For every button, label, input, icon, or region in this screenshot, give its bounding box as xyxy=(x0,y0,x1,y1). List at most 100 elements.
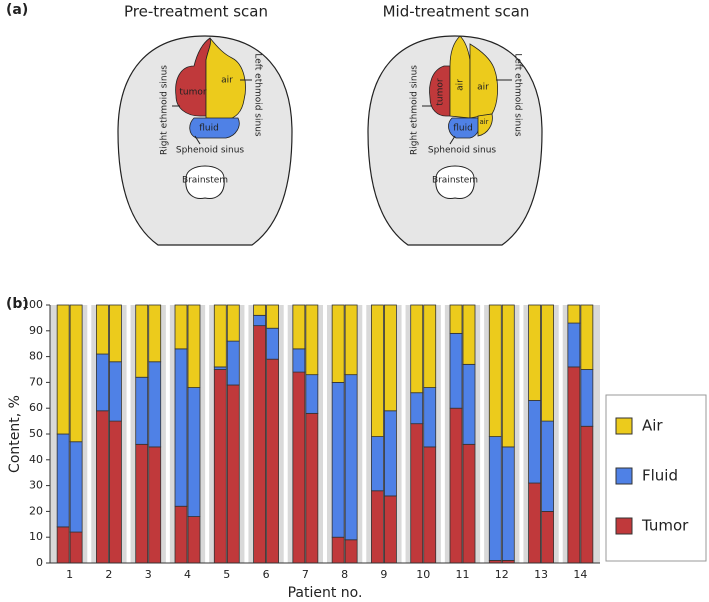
bar-segment xyxy=(344,304,358,376)
region-label: fluid xyxy=(453,124,473,134)
legend-swatch xyxy=(615,517,633,535)
bar-segment xyxy=(109,304,122,363)
air-region xyxy=(449,35,471,119)
bar-segment xyxy=(449,304,463,334)
x-tick-label: 3 xyxy=(145,568,152,581)
anatomy-label: Right ethmoid sinus xyxy=(410,65,420,155)
scan-title: Mid-treatment scan xyxy=(383,3,530,21)
bar-segment xyxy=(488,304,502,437)
x-tick-label: 4 xyxy=(184,568,191,581)
bar-segment xyxy=(462,363,476,445)
bar-segment xyxy=(567,304,581,324)
anatomy-label: Brainstem xyxy=(182,176,228,186)
bar-segment xyxy=(226,384,240,564)
bar-segment xyxy=(528,482,541,564)
bar-segment xyxy=(384,410,397,497)
bar-segment xyxy=(135,376,149,445)
region-label: tumor xyxy=(436,78,446,106)
region-label: fluid xyxy=(199,124,219,134)
bar-segment xyxy=(187,304,201,388)
bar-segment xyxy=(331,304,345,383)
bar-segment xyxy=(213,304,227,368)
panel-label: (b) xyxy=(6,296,29,312)
bar-segment xyxy=(528,304,541,401)
y-tick-label: 30 xyxy=(29,479,43,492)
band-separator xyxy=(126,305,131,563)
anatomy-label: Left ethmoid sinus xyxy=(513,53,523,137)
fluid-region xyxy=(189,117,240,139)
y-tick-label: 0 xyxy=(36,556,43,569)
legend-label: Fluid xyxy=(642,467,678,485)
bar-segment xyxy=(69,441,83,533)
band-separator xyxy=(362,305,367,563)
bar-segment xyxy=(109,361,122,422)
bar-segment xyxy=(371,304,384,437)
bar-segment xyxy=(56,433,70,528)
bar-segment xyxy=(580,369,594,427)
scan-mid: Mid-treatment scan tumor air air fluid a… xyxy=(367,3,543,246)
bar-segment xyxy=(69,304,83,443)
anatomy-label: Brainstem xyxy=(432,176,478,186)
bar-segment xyxy=(213,369,227,564)
bar-segment xyxy=(226,304,240,342)
air-region xyxy=(205,37,246,121)
bar-segment xyxy=(541,420,554,512)
bar-segment xyxy=(501,304,515,448)
bar-segment xyxy=(410,304,424,394)
legend-label: Air xyxy=(642,417,663,435)
bar-segment xyxy=(174,505,188,564)
bar-segment xyxy=(462,304,476,365)
bar-segment xyxy=(371,436,384,492)
bar-segment xyxy=(266,304,279,329)
bar-segment xyxy=(567,366,581,564)
x-tick-label: 9 xyxy=(380,568,387,581)
y-tick-label: 50 xyxy=(29,427,43,440)
band-separator xyxy=(205,305,210,563)
anatomy-label: Left ethmoid sinus xyxy=(253,53,263,137)
bar-segment xyxy=(148,304,162,363)
band-separator xyxy=(244,305,249,563)
bar-segment xyxy=(253,314,266,327)
bar-segment xyxy=(187,516,201,564)
region-label: air xyxy=(456,79,466,91)
bar-segment xyxy=(488,436,502,561)
x-tick-label: 1 xyxy=(66,568,73,581)
x-tick-label: 10 xyxy=(416,568,430,581)
bar-segment xyxy=(410,392,424,425)
bar-segment xyxy=(135,304,149,378)
bar-segment xyxy=(567,322,581,368)
x-tick-label: 12 xyxy=(495,568,509,581)
bar-segment xyxy=(96,353,109,412)
band-separator xyxy=(401,305,406,563)
y-tick-label: 70 xyxy=(29,375,43,388)
bar-segment xyxy=(371,490,384,564)
bar-segment xyxy=(305,374,319,414)
brainstem xyxy=(185,165,225,199)
bar-segment xyxy=(462,443,476,564)
bar-segment xyxy=(501,446,515,561)
y-tick-label: 60 xyxy=(29,401,43,414)
band-separator xyxy=(519,305,524,563)
bar-segment xyxy=(331,381,345,538)
y-tick-label: 10 xyxy=(29,530,43,543)
bar-segment xyxy=(449,332,463,409)
bar-segment xyxy=(253,304,266,316)
x-tick-label: 14 xyxy=(573,568,587,581)
anatomy-label: Sphenoid sinus xyxy=(176,146,245,156)
bar-segment xyxy=(69,531,83,564)
bar-segment xyxy=(266,358,279,564)
region-label: air xyxy=(479,118,488,126)
bar-segment xyxy=(541,304,554,422)
band-separator xyxy=(440,305,445,563)
bar-segment xyxy=(449,407,463,564)
y-tick-label: 20 xyxy=(29,504,43,517)
bar-segment xyxy=(226,340,240,386)
bar-segment xyxy=(135,443,149,564)
tumor-region xyxy=(429,65,451,117)
band-separator xyxy=(165,305,170,563)
legend-label: Tumor xyxy=(641,517,689,535)
bar-segment xyxy=(148,361,162,448)
x-tick-label: 7 xyxy=(302,568,309,581)
bar-segment xyxy=(292,304,306,350)
